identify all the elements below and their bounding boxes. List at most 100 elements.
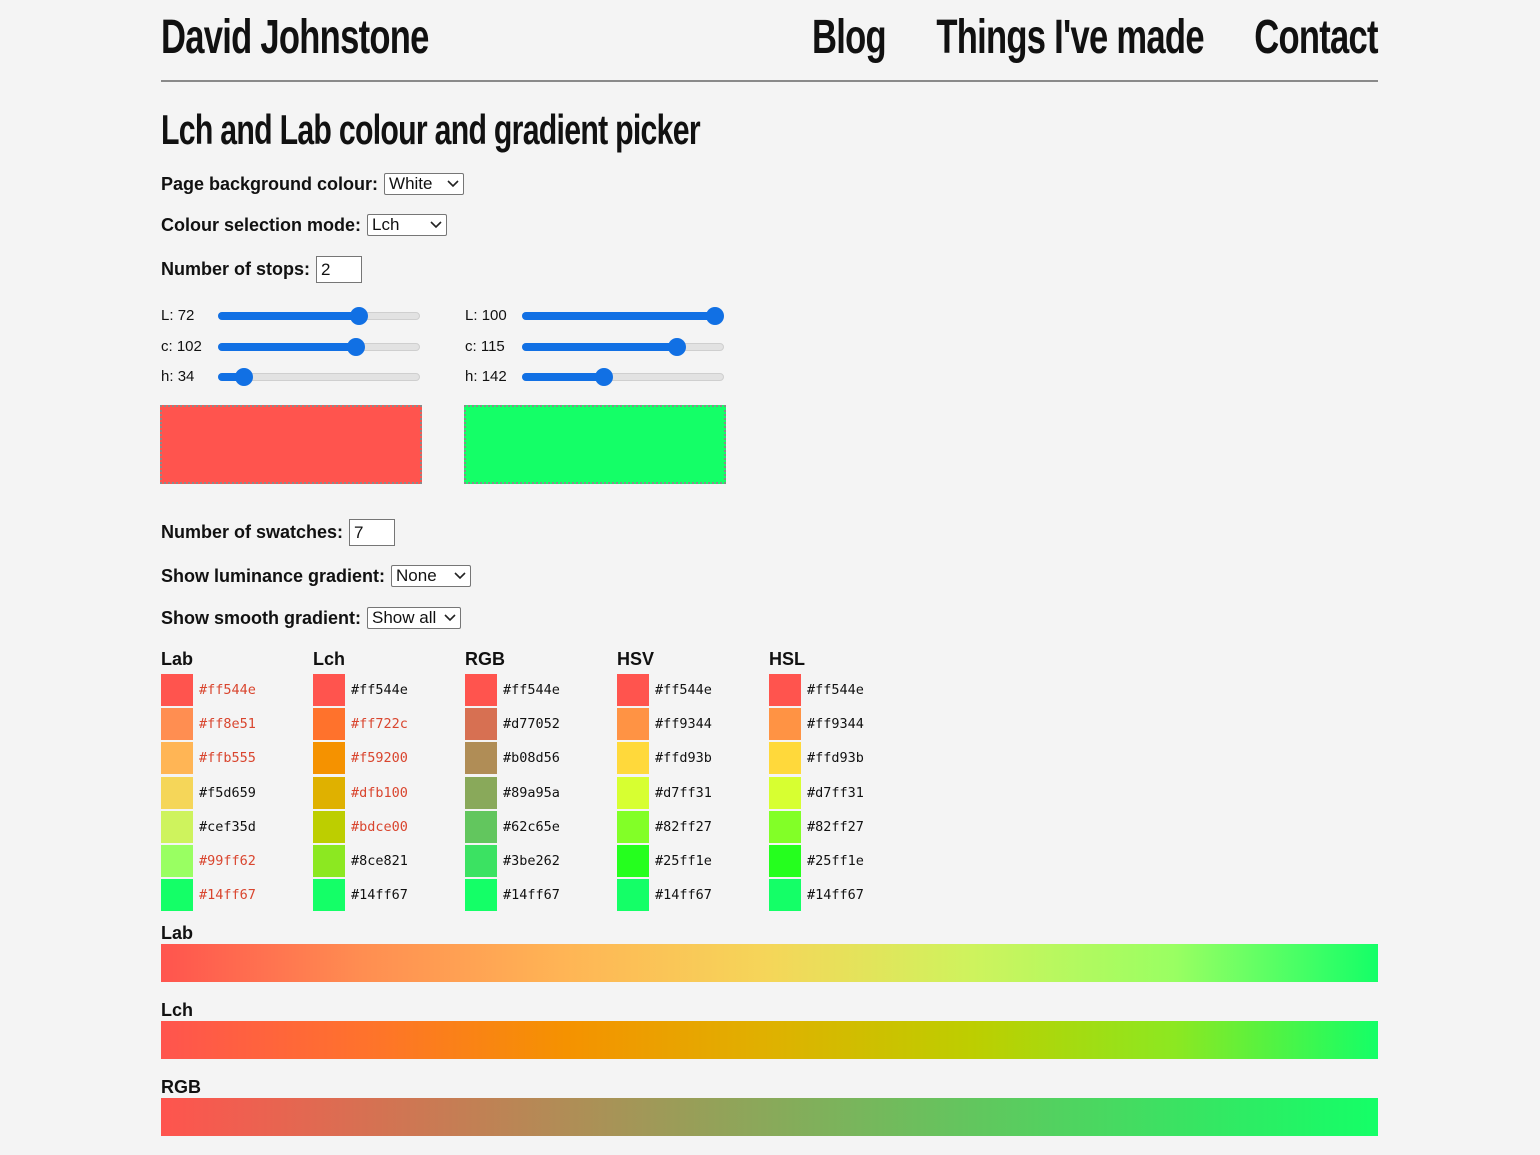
header-rule	[161, 80, 1378, 82]
swatch-hex: #3be262	[503, 853, 560, 869]
swatch-chip	[769, 674, 801, 706]
swatch-chip	[161, 776, 193, 809]
nav: Blog Things I've made Contact	[762, 10, 1379, 65]
select[interactable]: None	[391, 565, 472, 587]
select[interactable]: Lch	[367, 214, 448, 236]
slider-thumb[interactable]	[706, 307, 724, 325]
select[interactable]: Show all	[367, 607, 462, 629]
slider-fill	[218, 312, 360, 320]
site-title[interactable]: David Johnstone	[161, 11, 429, 64]
control-label: Show luminance gradient:	[161, 565, 386, 586]
swatch-chip	[769, 845, 801, 877]
swatch-chip	[313, 845, 345, 877]
swatch-chip	[465, 742, 497, 775]
text-input[interactable]: 2	[316, 256, 363, 283]
swatch-heading: HSV	[617, 649, 655, 669]
slider-thumb[interactable]	[347, 338, 366, 356]
slider-value: 34	[177, 368, 195, 385]
slider-label: c: 102	[161, 338, 202, 355]
control-value: 7	[354, 522, 364, 542]
control-value: 2	[321, 259, 331, 279]
slider-value: 100	[481, 307, 507, 324]
swatch-chip	[617, 879, 649, 912]
slider-value: 72	[177, 307, 195, 324]
swatch-hex: #14ff67	[351, 887, 408, 904]
control-value: Lch	[372, 215, 400, 234]
swatch-hex: #14ff67	[503, 887, 560, 904]
swatch-hex: #cef35d	[199, 818, 256, 835]
swatch-heading: Lab	[161, 649, 194, 669]
gradient-label: Lch	[161, 1000, 194, 1020]
control-row: Number of swatches: 7	[161, 519, 396, 546]
swatch-hex: #ffb555	[199, 750, 256, 767]
swatch-hex: #82ff27	[655, 818, 712, 835]
swatch-hex: #d77052	[503, 716, 560, 733]
colour-preview	[464, 405, 726, 484]
select[interactable]: White	[384, 173, 465, 195]
slider-thumb[interactable]	[667, 338, 686, 356]
swatch-chip	[769, 742, 801, 775]
swatch-chip	[161, 742, 193, 775]
colour-preview	[160, 405, 422, 484]
swatch-hex: #14ff67	[199, 887, 256, 904]
swatch-chip	[465, 845, 497, 877]
swatch-chip	[769, 776, 801, 809]
swatch-heading: Lch	[313, 649, 346, 669]
slider-name: c:	[465, 338, 477, 355]
gradient-label: Lab	[161, 923, 194, 943]
swatch-chip	[313, 776, 345, 809]
control-row: Show smooth gradient: Show all	[161, 607, 462, 629]
slider-label: c: 115	[465, 338, 505, 355]
swatch-chip	[769, 879, 801, 912]
swatch-heading: HSL	[769, 649, 805, 669]
swatch-hex: #14ff67	[807, 887, 864, 904]
swatch-hex: #62c65e	[503, 818, 560, 835]
swatch-chip	[617, 845, 649, 877]
control-label: Page background colour:	[161, 173, 379, 194]
swatch-heading: RGB	[465, 649, 505, 669]
control-label: Number of stops:	[161, 259, 311, 279]
slider-value: 102	[176, 338, 202, 355]
swatch-chip	[465, 879, 497, 912]
swatch-chip	[465, 708, 497, 741]
swatch-hex: #25ff1e	[655, 853, 712, 869]
slider-thumb[interactable]	[350, 307, 369, 325]
control-row: Show luminance gradient: None	[161, 565, 472, 587]
swatch-chip	[313, 708, 345, 741]
nav-link[interactable]: Blog	[812, 11, 887, 64]
gradient-bar	[161, 1021, 1378, 1059]
swatch-hex: #8ce821	[351, 853, 408, 869]
swatch-hex: #ffd93b	[655, 750, 712, 767]
swatch-hex: #82ff27	[807, 818, 864, 835]
swatch-chip	[313, 742, 345, 775]
slider-name: h:	[465, 368, 478, 385]
swatch-chip	[769, 708, 801, 741]
nav-link[interactable]: Things I've made	[936, 11, 1205, 64]
swatch-hex: #14ff67	[655, 887, 712, 904]
swatch-hex: #ff544e	[807, 682, 864, 698]
swatch-hex: #ff9344	[655, 716, 712, 733]
swatch-chip	[161, 879, 193, 912]
nav-link[interactable]: Contact	[1254, 11, 1378, 64]
swatch-hex: #b08d56	[503, 750, 560, 767]
text-input[interactable]: 7	[349, 519, 396, 546]
swatch-hex: #ff722c	[351, 716, 408, 733]
slider-fill	[218, 343, 357, 351]
swatch-hex: #ff544e	[655, 682, 712, 698]
slider-thumb[interactable]	[594, 368, 613, 386]
slider-label: L: 100	[465, 307, 507, 324]
swatch-chip	[465, 674, 497, 706]
swatch-hex: #ff544e	[503, 682, 560, 698]
swatch-hex: #bdce00	[351, 818, 408, 835]
swatch-hex: #ff9344	[807, 716, 864, 733]
slider-label: h: 142	[465, 368, 507, 385]
control-row: Number of stops: 2	[161, 256, 363, 283]
swatch-chip	[465, 776, 497, 809]
swatch-chip	[769, 810, 801, 843]
slider-value: 115	[480, 338, 505, 355]
swatch-chip	[161, 845, 193, 877]
swatch-chip	[161, 674, 193, 706]
slider-thumb[interactable]	[235, 368, 254, 386]
slider-label: h: 34	[161, 368, 194, 385]
control-label: Show smooth gradient:	[161, 607, 361, 628]
